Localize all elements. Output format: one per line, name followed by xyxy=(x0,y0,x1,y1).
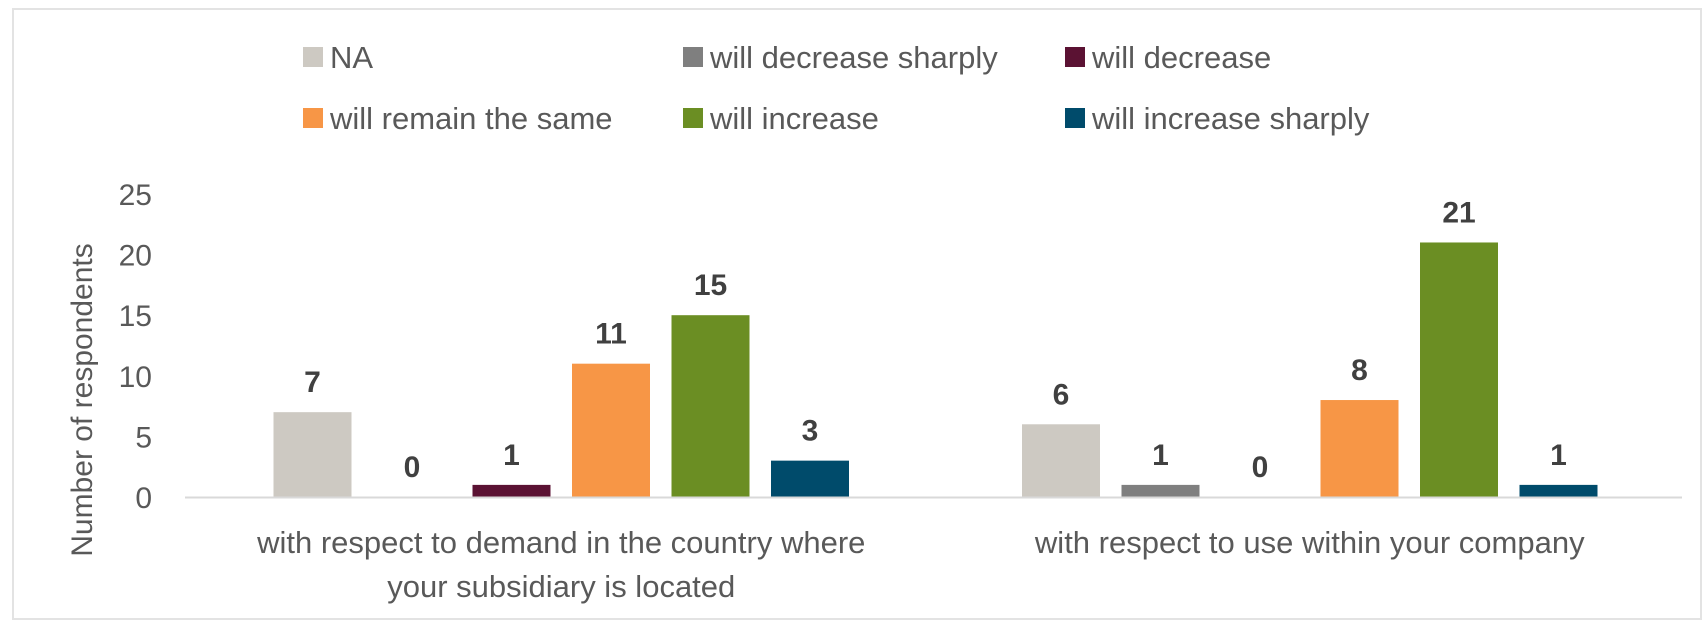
data-label: 7 xyxy=(304,366,321,399)
x-category-label: with respect to use within your company xyxy=(1034,525,1585,560)
legend: NA will decrease sharply will decrease will… xyxy=(303,40,1370,136)
data-label: 1 xyxy=(1152,439,1169,472)
bar xyxy=(1420,242,1498,497)
legend-label: will increase sharply xyxy=(1091,101,1370,136)
data-label: 15 xyxy=(694,269,727,302)
y-tick-label: 10 xyxy=(119,361,152,394)
bar xyxy=(273,412,352,497)
legend-item: will increase sharply xyxy=(1065,101,1370,136)
y-tick-label: 5 xyxy=(135,421,152,454)
legend-swatch xyxy=(1065,47,1085,67)
legend-swatch xyxy=(303,108,323,128)
y-tick-label: 15 xyxy=(119,300,152,333)
bars xyxy=(273,242,1598,497)
y-tick-label: 25 xyxy=(119,179,152,212)
bar xyxy=(472,484,551,497)
x-category-label: with respect to demand in the country wh… xyxy=(256,525,865,560)
legend-item: will decrease xyxy=(1065,40,1271,75)
data-label: 21 xyxy=(1442,196,1475,229)
bar xyxy=(771,460,849,497)
x-category-label: your subsidiary is located xyxy=(387,569,735,604)
legend-label: will decrease sharply xyxy=(709,40,998,75)
data-label: 8 xyxy=(1351,354,1368,387)
data-label: 6 xyxy=(1053,378,1070,411)
y-tick-label: 20 xyxy=(119,240,152,273)
legend-label: will increase xyxy=(709,101,879,136)
data-label: 1 xyxy=(503,439,520,472)
bar xyxy=(572,363,650,497)
x-axis: with respect to demand in the country wh… xyxy=(185,496,1682,604)
legend-label: will remain the same xyxy=(329,101,613,136)
y-tick-label: 0 xyxy=(135,482,152,515)
bar xyxy=(671,315,750,497)
bar xyxy=(1519,484,1598,497)
data-label: 1 xyxy=(1550,439,1567,472)
bar xyxy=(1320,400,1399,497)
legend-swatch xyxy=(683,47,703,67)
legend-label: NA xyxy=(330,40,373,75)
data-label: 11 xyxy=(595,318,627,351)
data-label: 3 xyxy=(802,415,819,448)
data-label: 0 xyxy=(1252,451,1269,484)
legend-swatch xyxy=(683,108,703,128)
bar xyxy=(1022,424,1100,497)
data-label: 0 xyxy=(404,451,421,484)
y-axis-label: Number of respondents xyxy=(66,243,99,557)
legend-swatch xyxy=(303,47,323,67)
legend-item: NA xyxy=(303,40,373,75)
legend-label: will decrease xyxy=(1091,40,1271,75)
y-axis: 0 5 10 15 20 25 xyxy=(119,179,152,515)
legend-swatch xyxy=(1065,108,1085,128)
legend-item: will remain the same xyxy=(303,101,613,136)
bar xyxy=(1121,484,1200,497)
legend-item: will decrease sharply xyxy=(683,40,998,75)
legend-item: will increase xyxy=(683,101,879,136)
